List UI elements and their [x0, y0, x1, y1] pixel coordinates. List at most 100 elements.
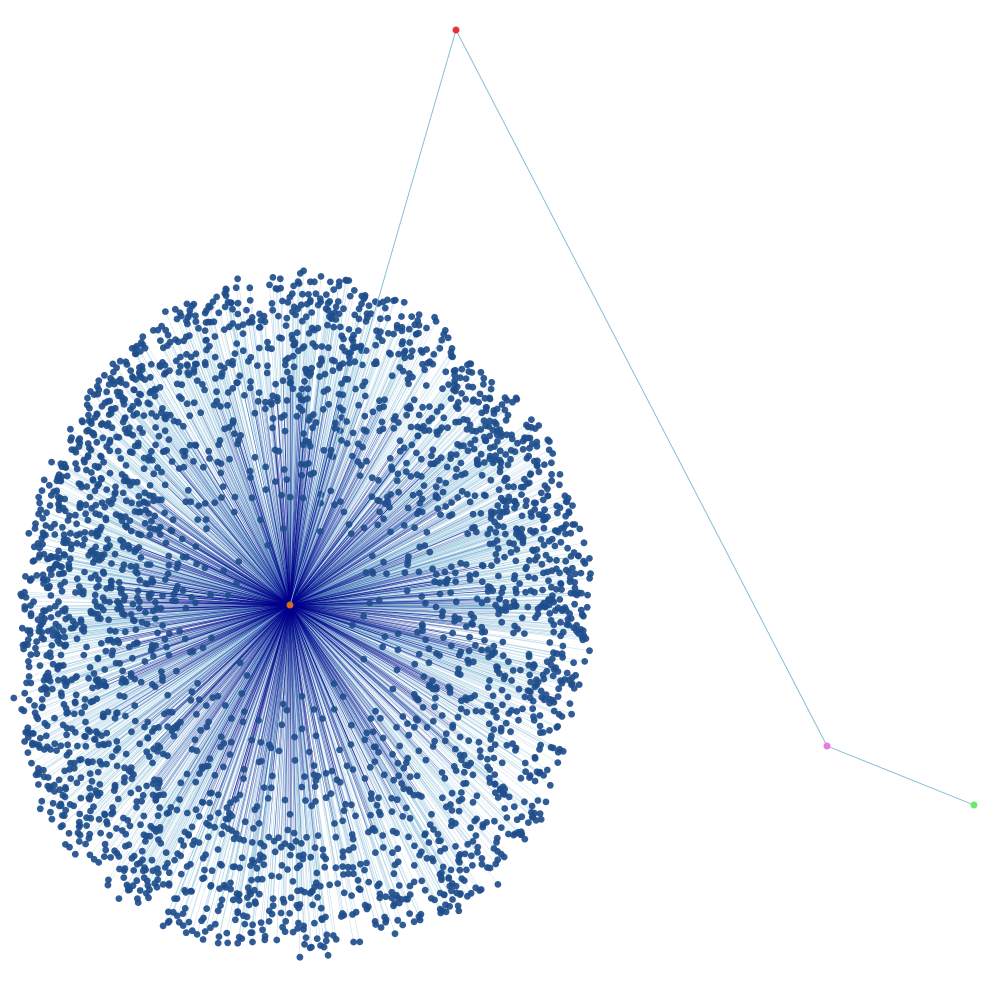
- leaf-node: [206, 814, 214, 821]
- leaf-node: [345, 521, 353, 528]
- leaf-node: [553, 556, 560, 564]
- leaf-node: [354, 876, 362, 884]
- leaf-node: [205, 718, 213, 726]
- leaf-node: [463, 416, 471, 424]
- leaf-node: [218, 830, 226, 838]
- leaf-node: [57, 494, 64, 502]
- leaf-node: [586, 555, 593, 562]
- leaf-node: [221, 364, 228, 372]
- leaf-node: [522, 768, 529, 776]
- leaf-node: [480, 374, 488, 382]
- leaf-node: [350, 331, 357, 339]
- leaf-node: [35, 627, 43, 635]
- leaf-node: [521, 835, 529, 843]
- leaf-node: [182, 498, 190, 506]
- leaf-node: [140, 465, 148, 473]
- leaf-node: [357, 860, 364, 868]
- leaf-node: [210, 318, 218, 326]
- leaf-node: [254, 876, 262, 883]
- leaf-node: [57, 800, 65, 808]
- leaf-node: [301, 940, 308, 948]
- leaf-node: [241, 920, 249, 928]
- leaf-node: [456, 733, 464, 741]
- leaf-node: [571, 521, 579, 528]
- leaf-node: [211, 353, 219, 361]
- leaf-node: [289, 928, 297, 936]
- leaf-node: [354, 458, 362, 465]
- leaf-node: [106, 469, 114, 477]
- leaf-node: [448, 789, 456, 797]
- leaf-node: [265, 918, 273, 925]
- leaf-node: [188, 594, 196, 601]
- leaf-node: [298, 407, 306, 414]
- leaf-node: [135, 492, 143, 500]
- leaf-node: [243, 306, 250, 314]
- leaf-node: [143, 877, 151, 885]
- leaf-node: [269, 306, 277, 314]
- leaf-node: [377, 328, 384, 336]
- leaf-node: [183, 300, 191, 308]
- leaf-node: [311, 919, 318, 927]
- leaf-node: [566, 700, 574, 707]
- leaf-node: [388, 466, 396, 473]
- leaf-node: [419, 403, 426, 411]
- leaf-node: [10, 694, 18, 702]
- leaf-node: [234, 379, 241, 387]
- leaf-node: [67, 775, 75, 782]
- leaf-node: [319, 715, 326, 722]
- leaf-node: [73, 673, 80, 680]
- leaf-node: [474, 458, 481, 466]
- leaf-node: [496, 785, 504, 793]
- leaf-node: [369, 552, 376, 560]
- leaf-node: [428, 414, 436, 422]
- leaf-node: [580, 539, 588, 547]
- leaf-node: [129, 402, 137, 410]
- leaf-node: [437, 909, 445, 917]
- leaf-node: [360, 426, 368, 434]
- leaf-node: [375, 748, 382, 756]
- leaf-node: [143, 782, 151, 790]
- leaf-node: [148, 517, 155, 525]
- leaf-node: [202, 763, 210, 770]
- leaf-node: [232, 284, 240, 292]
- leaf-node: [214, 846, 222, 853]
- leaf-node: [421, 366, 428, 374]
- leaf-node: [492, 551, 500, 558]
- leaf-node: [462, 761, 469, 769]
- leaf-node: [115, 434, 123, 441]
- leaf-node: [27, 602, 34, 609]
- leaf-node: [381, 396, 388, 404]
- leaf-node: [438, 876, 445, 884]
- leaf-node: [501, 805, 509, 812]
- leaf-node: [468, 852, 475, 860]
- leaf-node: [71, 850, 79, 858]
- leaf-node: [376, 890, 384, 898]
- leaf-node: [181, 635, 189, 643]
- leaf-node: [489, 649, 497, 656]
- leaf-node: [62, 806, 70, 814]
- leaf-node: [59, 627, 67, 635]
- leaf-node: [548, 583, 555, 591]
- leaf-node: [249, 938, 256, 946]
- leaf-node: [267, 744, 275, 752]
- leaf-node: [154, 464, 162, 472]
- leaf-node: [103, 729, 111, 737]
- leaf-node: [384, 314, 392, 322]
- leaf-node: [491, 518, 498, 526]
- leaf-node: [394, 630, 402, 637]
- leaf-node: [156, 531, 164, 538]
- leaf-node: [493, 838, 500, 846]
- leaf-node: [211, 499, 219, 506]
- leaf-node: [223, 804, 231, 811]
- leaf-node: [51, 740, 59, 748]
- leaf-node: [26, 627, 34, 634]
- leaf-node: [349, 621, 356, 629]
- leaf-node: [97, 640, 105, 647]
- leaf-node: [252, 900, 259, 907]
- leaf-node: [340, 807, 348, 815]
- leaf-node: [296, 270, 304, 277]
- leaf-node: [501, 553, 508, 561]
- leaf-node: [545, 446, 553, 454]
- leaf-node: [235, 897, 243, 904]
- leaf-node: [286, 293, 294, 301]
